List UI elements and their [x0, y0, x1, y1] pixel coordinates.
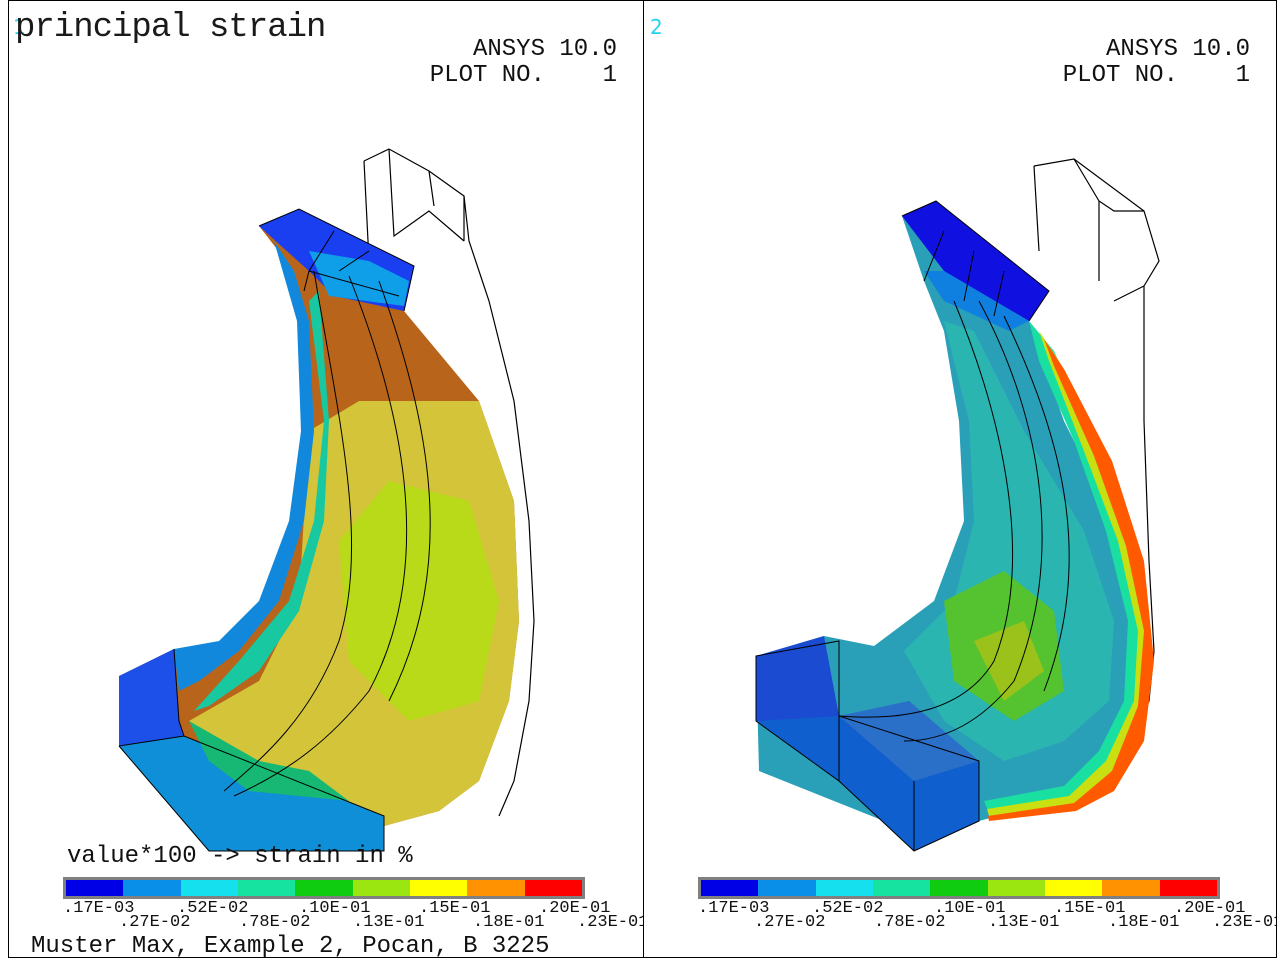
viewport-2[interactable]: 2 ANSYS 10.0 PLOT NO. 1 [643, 0, 1277, 958]
ansys-label: ANSYS 10.0 PLOT NO. 1 [1063, 37, 1250, 89]
legend-label: .78E-02 [239, 913, 311, 932]
legend-swatch-7 [1044, 880, 1103, 896]
legend-labels: .17E-03 .52E-02 .10E-01 .15E-01 .20E-01 … [63, 899, 643, 939]
legend-swatch-9 [1159, 880, 1217, 896]
legend-label: .78E-02 [874, 913, 946, 932]
fe-model-contour [755, 158, 1160, 852]
legend-swatch-5 [930, 880, 988, 896]
legend-swatch-7 [409, 880, 468, 896]
legend-swatch-1 [701, 880, 759, 896]
legend-label: .52E-02 [177, 899, 249, 918]
legend-swatch-6 [987, 880, 1045, 896]
fe-model-contour [118, 148, 535, 852]
legend-label: .23E-01 [577, 913, 644, 932]
legend-label: .20E-01 [1174, 899, 1246, 918]
plot-number: PLOT NO. 1 [429, 62, 617, 89]
legend-note: value*100 -> strain in % [67, 843, 413, 870]
legend-label: .13E-01 [353, 913, 425, 932]
legend-swatch-2 [758, 880, 816, 896]
window-number: 2 [650, 15, 663, 39]
legend-labels: .17E-03 .52E-02 .10E-01 .15E-01 .20E-01 … [698, 899, 1276, 939]
legend-swatch-3 [815, 880, 873, 896]
base-block-face [119, 649, 184, 746]
legend-label: .23E-01 [1212, 913, 1277, 932]
top-cap-face [924, 271, 1029, 331]
legend-swatch-8 [467, 880, 525, 896]
legend-label: .52E-02 [812, 899, 884, 918]
model-edges [118, 208, 431, 852]
legend-label: .10E-01 [299, 899, 371, 918]
ansys-label: ANSYS 10.0 PLOT NO. 1 [430, 37, 617, 89]
legend-swatch-1 [66, 880, 124, 896]
legend-label: .17E-03 [63, 899, 135, 918]
plot-title: principal strain [15, 9, 326, 47]
legend-swatch-6 [352, 880, 410, 896]
edge-band [174, 241, 314, 691]
legend-swatch-3 [180, 880, 238, 896]
legend-label: .15E-01 [1054, 899, 1126, 918]
software-version: ANSYS 10.0 [1105, 36, 1250, 63]
software-version: ANSYS 10.0 [472, 36, 617, 63]
plot-number: PLOT NO. 1 [1062, 62, 1250, 89]
legend-label: .17E-03 [698, 899, 770, 918]
legend-label: .27E-02 [754, 913, 826, 932]
base-block-side [119, 736, 384, 851]
window-number: 1 [13, 15, 26, 39]
legend-swatch-4 [237, 880, 296, 896]
legend-label: .20E-01 [539, 899, 611, 918]
color-legend [698, 877, 1220, 899]
body-peak [339, 481, 499, 721]
body-peak-core [974, 621, 1044, 701]
edge-band-2 [194, 291, 329, 711]
legend-label: .13E-01 [988, 913, 1060, 932]
legend-swatch-2 [123, 880, 181, 896]
legend-label: .10E-01 [934, 899, 1006, 918]
footer-text: Muster Max, Example 2, Pocan, B 3225 [31, 933, 550, 958]
model-edges [755, 200, 1070, 852]
viewport-1[interactable]: 1 principal strain ANSYS 10.0 PLOT NO. 1 [8, 0, 644, 958]
legend-label: .18E-01 [1108, 913, 1180, 932]
color-legend [63, 877, 585, 899]
legend-label: .18E-01 [473, 913, 545, 932]
legend-label: .27E-02 [119, 913, 191, 932]
legend-swatch-4 [872, 880, 931, 896]
legend-swatch-9 [524, 880, 582, 896]
legend-label: .15E-01 [419, 899, 491, 918]
base-green [189, 721, 349, 801]
top-cap [902, 201, 1049, 321]
legend-swatch-8 [1102, 880, 1160, 896]
legend-swatch-5 [295, 880, 353, 896]
